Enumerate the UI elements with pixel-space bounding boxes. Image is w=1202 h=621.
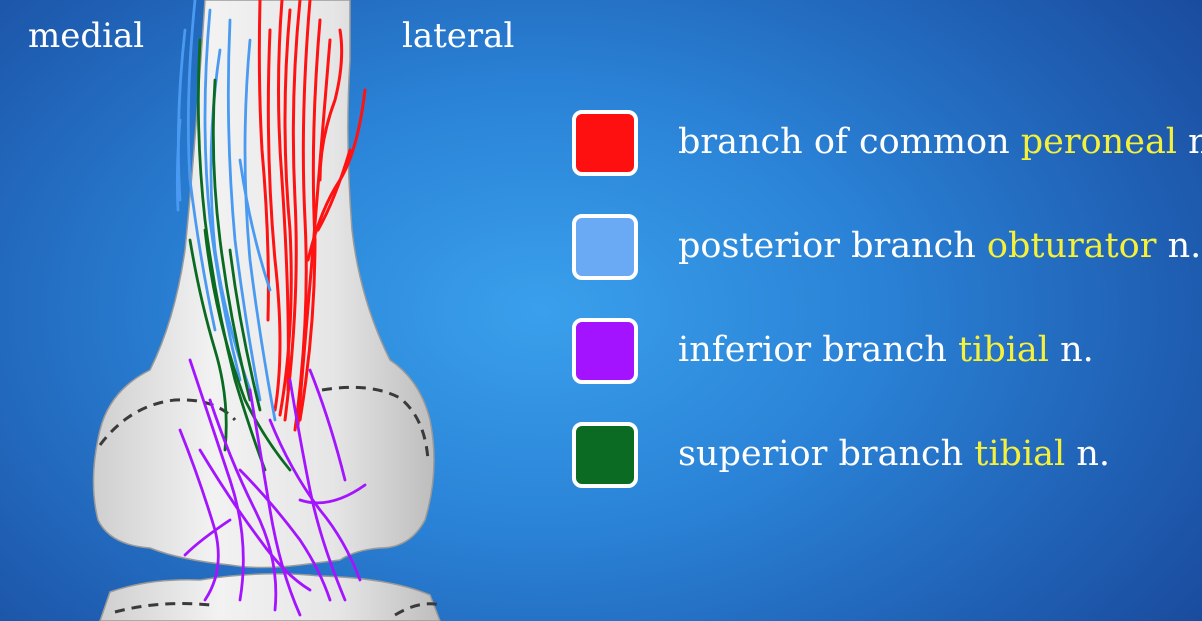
legend-swatch-superior-tibial	[572, 422, 638, 488]
femur-bone	[92, 0, 435, 569]
legend-item-inferior-tibial: inferior branch tibial n.	[572, 318, 1192, 390]
superior-tibial-fibers	[188, 38, 292, 472]
legend-label-highlight: peroneal	[1020, 122, 1178, 162]
legend-label-post: n.	[1065, 434, 1111, 474]
legend-label-post: n.	[1049, 330, 1094, 370]
legend-label-pre: branch of common	[678, 122, 1021, 162]
legend-label-pre: posterior branch	[678, 226, 987, 266]
legend-label-post: n.	[1156, 226, 1202, 266]
legend-label-post: n.	[1188, 122, 1202, 162]
legend-item-peroneal: branch of common peroneal n.	[572, 110, 1202, 182]
legend-label: inferior branch tibial n.	[678, 328, 1094, 372]
legend-item-superior-tibial: superior branch tibial n.	[572, 422, 1192, 494]
legend-label-highlight: obturator	[986, 226, 1157, 266]
obturator-fibers	[175, 0, 277, 422]
legend-swatch-obturator	[572, 214, 638, 280]
inferior-tibial-fibers	[178, 358, 367, 617]
legend-label: branch of common peroneal n.	[678, 120, 1202, 164]
legend-label: superior branch tibial n.	[678, 432, 1110, 476]
lateral-label: lateral	[402, 16, 515, 56]
legend-swatch-inferior-tibial	[572, 318, 638, 384]
peroneal-fibers	[257, 0, 367, 432]
tibia-bone	[99, 573, 441, 621]
dashed-line-right	[321, 385, 430, 461]
legend-swatch-peroneal	[572, 110, 638, 176]
legend-label-pre: inferior branch	[678, 330, 959, 370]
legend-label: posterior branch obturator n.	[678, 224, 1201, 268]
legend-label-pre: superior branch	[678, 434, 975, 474]
dashed-line-bottom-right	[394, 602, 441, 617]
legend-item-obturator: posterior branch obturator n.	[572, 214, 1201, 286]
dashed-line-left	[98, 398, 237, 446]
legend-label-highlight: tibial	[974, 434, 1066, 474]
legend-label-highlight: tibial	[958, 330, 1049, 370]
dashed-line-bottom	[114, 602, 211, 614]
medial-label: medial	[28, 16, 145, 56]
